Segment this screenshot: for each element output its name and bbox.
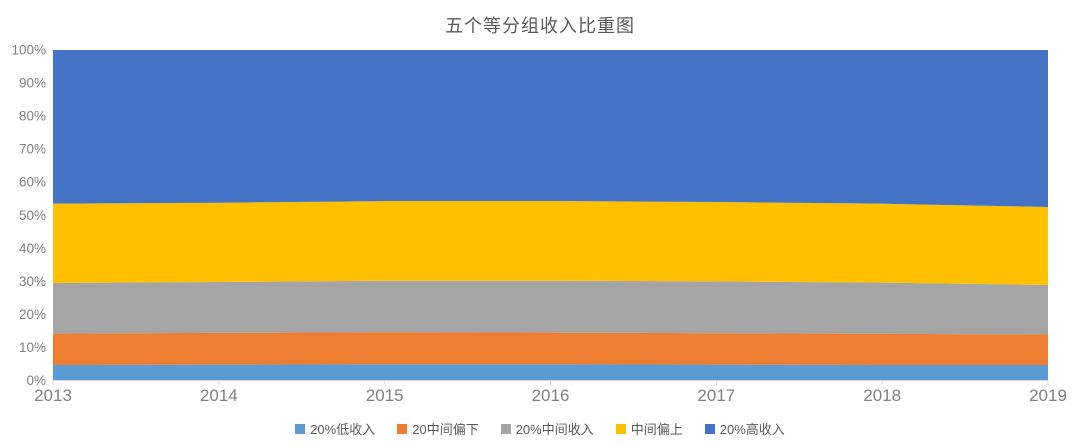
legend-marker-icon (397, 423, 408, 434)
y-axis-label: 30% (19, 274, 46, 289)
y-axis-label: 10% (19, 340, 46, 355)
area-series-0 (53, 364, 1048, 381)
legend-item-0: 20%低收入 (295, 419, 375, 438)
x-axis-label: 2019 (1029, 386, 1067, 405)
y-axis-label: 70% (19, 142, 46, 157)
area-series-3 (53, 201, 1048, 285)
y-axis-label: 80% (19, 109, 46, 124)
legend-label: 20%中间收入 (515, 422, 594, 437)
x-axis-label: 2016 (532, 386, 570, 405)
legend-item-3: 中间偏上 (615, 419, 683, 438)
legend-marker-icon (615, 423, 626, 434)
legend-item-1: 20中间偏下 (397, 419, 479, 438)
legend-label: 20%低收入 (310, 422, 376, 437)
legend-marker-icon (704, 423, 715, 434)
legend-label: 20中间偏下 (412, 422, 479, 437)
y-axis-label: 50% (19, 208, 46, 223)
x-axis-label: 2014 (200, 386, 238, 405)
legend-item-2: 20%中间收入 (500, 419, 594, 438)
x-axis-label: 2018 (863, 386, 901, 405)
chart-legend: 20%低收入 20中间偏下 20%中间收入 中间偏上 20%高收入 (0, 419, 1080, 438)
area-series-1 (53, 332, 1048, 365)
x-axis-label: 2013 (34, 386, 72, 405)
area-series-4 (53, 50, 1048, 207)
x-axis-label: 2015 (366, 386, 404, 405)
y-axis-label: 20% (19, 307, 46, 322)
legend-marker-icon (500, 423, 511, 434)
area-series-2 (53, 280, 1048, 335)
y-axis-label: 90% (19, 76, 46, 91)
legend-item-4: 20%高收入 (704, 419, 785, 438)
legend-label: 20%高收入 (719, 422, 785, 437)
y-axis-label: 100% (11, 43, 46, 58)
legend-label: 中间偏上 (630, 422, 683, 437)
y-axis-label: 40% (19, 241, 46, 256)
y-axis-label: 0% (26, 373, 46, 388)
x-axis-label: 2017 (697, 386, 735, 405)
chart-title: 五个等分组收入比重图 (445, 16, 635, 36)
y-axis-label: 60% (19, 175, 46, 190)
legend-marker-icon (295, 423, 306, 434)
